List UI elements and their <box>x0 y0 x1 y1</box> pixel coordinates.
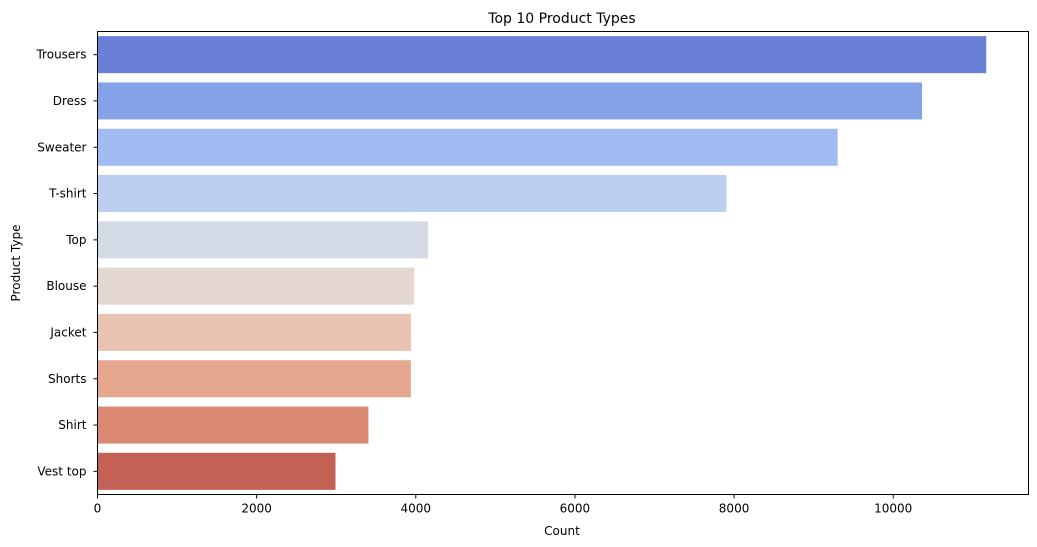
x-axis-title: Count <box>544 524 580 538</box>
bar-dress <box>97 82 923 120</box>
plot-frame <box>97 31 1029 495</box>
chart-title: Top 10 Product Types <box>487 11 635 27</box>
x-tick-label: 6000 <box>560 502 591 516</box>
x-tick-label: 4000 <box>401 502 432 516</box>
x-tick-label: 10000 <box>874 502 912 516</box>
bars-group <box>97 36 987 490</box>
x-tick-label: 0 <box>94 502 102 516</box>
x-tick-label: 2000 <box>241 502 272 516</box>
bar-jacket <box>97 313 412 351</box>
y-axis-title: Product Type <box>9 225 23 302</box>
y-tick-label: Shirt <box>58 418 86 432</box>
y-tick-label: Trousers <box>35 48 86 62</box>
y-tick-label: Dress <box>53 94 87 108</box>
y-tick-label: T-shirt <box>48 187 87 201</box>
y-tick-label: Sweater <box>37 140 86 154</box>
bar-t-shirt <box>97 175 727 213</box>
bar-blouse <box>97 267 415 305</box>
y-axis-ticks: Trousers Dress Sweater T-shirt Top Blouse Jack… <box>35 48 98 478</box>
bar-top <box>97 221 429 259</box>
bar-shirt <box>97 406 369 444</box>
y-tick-label: Vest top <box>37 464 86 478</box>
x-tick-label: 8000 <box>719 502 750 516</box>
y-tick-label: Shorts <box>48 372 86 386</box>
bar-vest-top <box>97 452 336 490</box>
y-tick-label: Blouse <box>46 279 86 293</box>
bar-trousers <box>97 36 987 74</box>
bar-shorts <box>97 360 411 398</box>
y-tick-label: Jacket <box>49 325 86 339</box>
y-tick-label: Top <box>65 233 86 247</box>
bar-sweater <box>97 128 838 166</box>
x-axis-ticks: 0 2000 4000 6000 8000 10000 <box>94 494 912 516</box>
